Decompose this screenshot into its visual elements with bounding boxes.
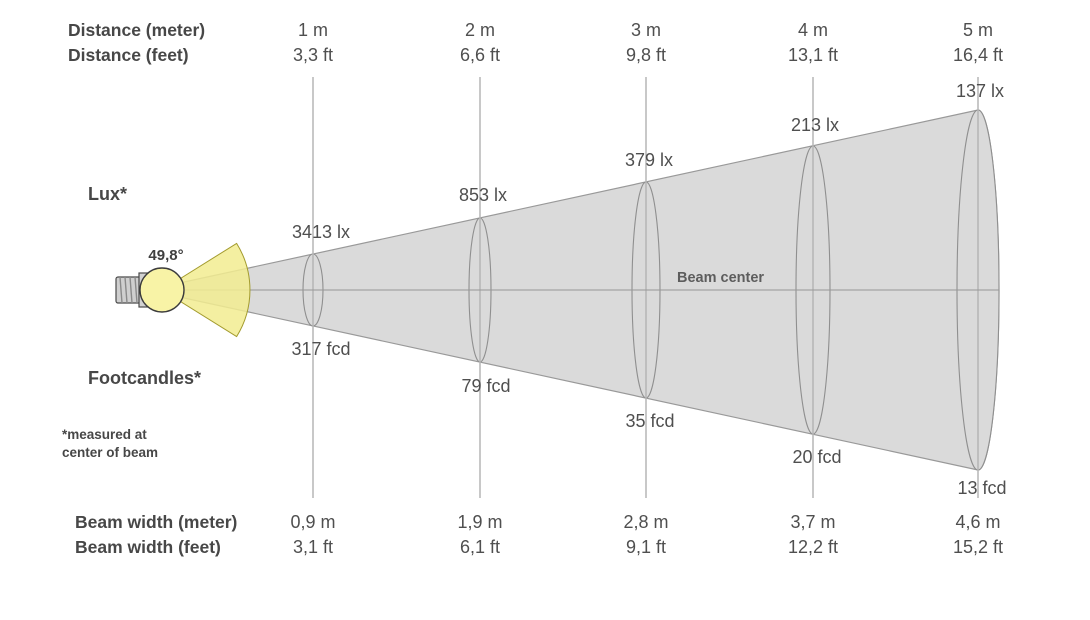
measured-note-line1: *measured at bbox=[62, 427, 147, 442]
beam-width-ft-value-3: 9,1 ft bbox=[625, 537, 667, 557]
distance-ft-value-3: 9,8 ft bbox=[625, 45, 667, 65]
beam-width-m-value-1: 0,9 m bbox=[290, 512, 336, 532]
beam-width-ft-value-4: 12,2 ft bbox=[787, 537, 839, 557]
light-bulb-icon bbox=[115, 267, 185, 313]
lux-label: Lux* bbox=[88, 184, 128, 204]
beam-center-label: Beam center bbox=[677, 270, 765, 286]
footcandles-value-5: 13 fcd bbox=[957, 478, 1007, 498]
footcandles-value-2: 79 fcd bbox=[461, 376, 511, 396]
distance-m-value-3: 3 m bbox=[630, 20, 662, 40]
distance-m-value-4: 4 m bbox=[797, 20, 829, 40]
footcandles-value-3: 35 fcd bbox=[625, 411, 675, 431]
distance-ft-value-2: 6,6 ft bbox=[459, 45, 501, 65]
beam-width-feet-label: Beam width (feet) bbox=[75, 537, 221, 557]
beam-width-meter-label: Beam width (meter) bbox=[75, 512, 238, 532]
footcandles-label: Footcandles* bbox=[88, 368, 202, 388]
lux-value-5: 137 lx bbox=[955, 81, 1005, 101]
distance-m-value-2: 2 m bbox=[464, 20, 496, 40]
distance-ft-value-5: 16,4 ft bbox=[952, 45, 1004, 65]
footcandles-value-4: 20 fcd bbox=[792, 447, 842, 467]
beam-width-ft-value-2: 6,1 ft bbox=[459, 537, 501, 557]
bulb-screw-threads bbox=[119, 276, 138, 304]
beam-width-m-value-5: 4,6 m bbox=[955, 512, 1001, 532]
beam-width-m-value-3: 2,8 m bbox=[623, 512, 669, 532]
footcandles-value-1: 317 fcd bbox=[291, 339, 351, 359]
beam-width-m-value-4: 3,7 m bbox=[790, 512, 836, 532]
beam-width-ft-value-1: 3,1 ft bbox=[292, 537, 334, 557]
light-beam-fan-icon bbox=[161, 242, 251, 338]
distance-m-value-1: 1 m bbox=[297, 20, 329, 40]
beam-angle-label: 49,8° bbox=[148, 247, 184, 264]
distance-m-value-5: 5 m bbox=[962, 20, 994, 40]
lux-value-4: 213 lx bbox=[790, 115, 840, 135]
distance-feet-label: Distance (feet) bbox=[68, 45, 189, 65]
bulb-glass bbox=[139, 267, 185, 313]
distance-meter-label: Distance (meter) bbox=[68, 20, 206, 40]
lux-value-2: 853 lx bbox=[458, 185, 508, 205]
distance-grid-lines bbox=[312, 77, 979, 498]
lux-value-3: 379 lx bbox=[624, 150, 674, 170]
beam-width-m-value-2: 1,9 m bbox=[457, 512, 503, 532]
distance-ft-value-4: 13,1 ft bbox=[787, 45, 839, 65]
beam-width-ft-value-5: 15,2 ft bbox=[952, 537, 1004, 557]
lux-value-1: 3413 lx bbox=[291, 222, 351, 242]
distance-ft-value-1: 3,3 ft bbox=[292, 45, 334, 65]
measured-note-line2: center of beam bbox=[62, 445, 159, 460]
